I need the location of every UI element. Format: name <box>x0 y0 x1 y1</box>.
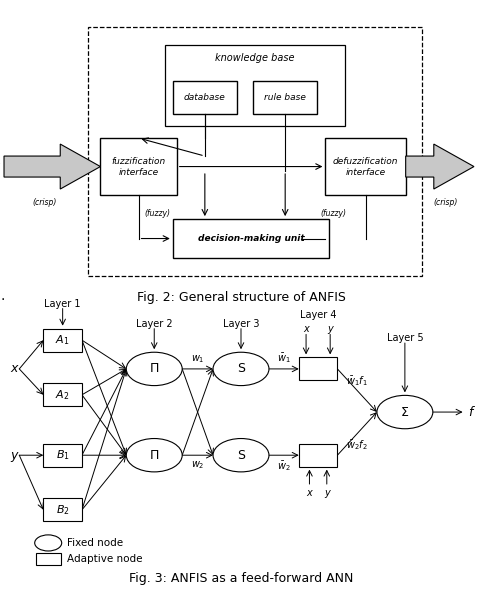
FancyBboxPatch shape <box>325 138 406 195</box>
Text: decision-making unit: decision-making unit <box>198 234 304 243</box>
Text: $\bar{w}_2$: $\bar{w}_2$ <box>277 460 291 473</box>
Text: Fig. 3: ANFIS as a feed-forward ANN: Fig. 3: ANFIS as a feed-forward ANN <box>129 572 353 584</box>
Text: $f$: $f$ <box>468 405 476 419</box>
Text: x: x <box>11 362 18 375</box>
Text: $\Pi$: $\Pi$ <box>149 449 160 461</box>
Text: $w_1$: $w_1$ <box>191 353 204 365</box>
Circle shape <box>126 439 182 472</box>
Text: (fuzzy): (fuzzy) <box>321 209 347 217</box>
Text: x: x <box>303 324 309 334</box>
Text: S: S <box>237 449 245 461</box>
FancyBboxPatch shape <box>299 357 337 381</box>
FancyBboxPatch shape <box>36 553 61 564</box>
Text: $A_1$: $A_1$ <box>55 334 70 347</box>
Text: database: database <box>184 93 226 102</box>
FancyBboxPatch shape <box>173 81 237 114</box>
Text: x: x <box>307 488 312 498</box>
Text: Layer 4: Layer 4 <box>300 310 336 320</box>
FancyBboxPatch shape <box>100 138 177 195</box>
FancyBboxPatch shape <box>43 444 82 467</box>
Text: defuzzification
interface: defuzzification interface <box>333 157 398 177</box>
FancyBboxPatch shape <box>43 498 82 521</box>
Polygon shape <box>4 144 100 189</box>
Text: $B_2$: $B_2$ <box>56 503 69 517</box>
FancyBboxPatch shape <box>299 444 337 467</box>
Text: rule base: rule base <box>264 93 306 102</box>
Circle shape <box>377 395 433 429</box>
Text: $B_1$: $B_1$ <box>56 449 69 462</box>
Circle shape <box>126 353 182 386</box>
Polygon shape <box>406 144 474 189</box>
Text: Layer 5: Layer 5 <box>387 333 423 343</box>
Text: $\Sigma$: $\Sigma$ <box>401 406 409 419</box>
Text: $\bar{w}_1 f_1$: $\bar{w}_1 f_1$ <box>346 374 368 387</box>
Text: y: y <box>327 324 333 334</box>
FancyBboxPatch shape <box>43 329 82 352</box>
Text: .: . <box>0 289 4 303</box>
Text: Layer 3: Layer 3 <box>223 319 259 329</box>
Text: $w_2$: $w_2$ <box>191 460 204 471</box>
FancyBboxPatch shape <box>88 27 422 276</box>
FancyBboxPatch shape <box>43 383 82 406</box>
Text: $A_2$: $A_2$ <box>55 388 70 401</box>
FancyBboxPatch shape <box>165 45 346 126</box>
Circle shape <box>35 535 62 551</box>
Circle shape <box>213 353 269 386</box>
Text: Fig. 2: General structure of ANFIS: Fig. 2: General structure of ANFIS <box>136 291 346 304</box>
Circle shape <box>213 439 269 472</box>
Text: fuzzification
interface: fuzzification interface <box>111 157 166 177</box>
Text: knowledge base: knowledge base <box>215 53 295 62</box>
Text: $\Pi$: $\Pi$ <box>149 362 160 375</box>
Text: y: y <box>11 449 18 461</box>
FancyBboxPatch shape <box>253 81 317 114</box>
Text: $\bar{w}_1$: $\bar{w}_1$ <box>277 351 291 365</box>
Text: y: y <box>324 488 330 498</box>
Text: Fixed node: Fixed node <box>67 538 123 548</box>
Text: (fuzzy): (fuzzy) <box>145 209 171 217</box>
Text: S: S <box>237 362 245 375</box>
Text: (crisp): (crisp) <box>32 198 56 207</box>
Text: Adaptive node: Adaptive node <box>67 554 143 564</box>
Text: Layer 1: Layer 1 <box>44 299 81 308</box>
FancyBboxPatch shape <box>173 219 329 258</box>
Text: (crisp): (crisp) <box>434 198 458 207</box>
Text: $\bar{w}_2 f_2$: $\bar{w}_2 f_2$ <box>346 438 368 452</box>
Text: Layer 2: Layer 2 <box>136 319 173 329</box>
